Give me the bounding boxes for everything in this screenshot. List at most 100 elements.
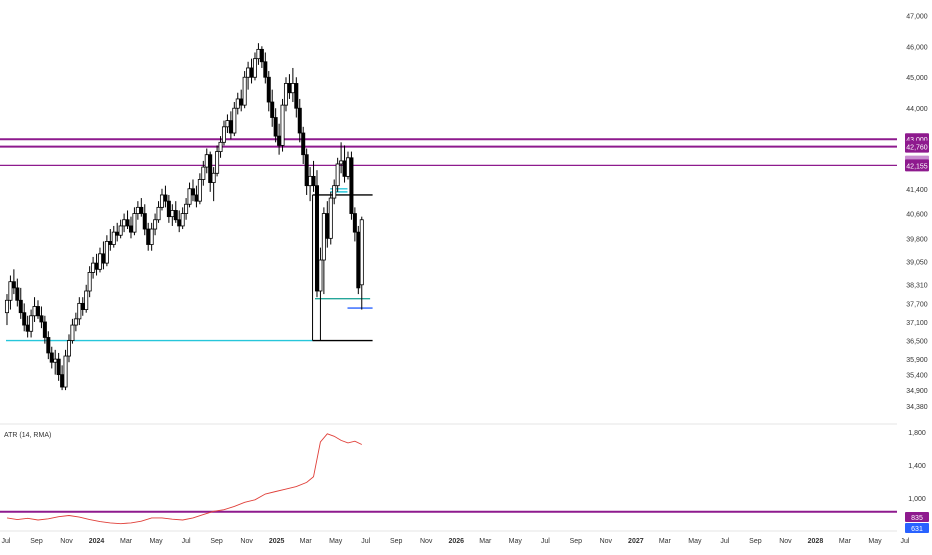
price-badge-label: 42,155 (906, 163, 928, 170)
time-tick-label: Sep (30, 538, 43, 545)
price-tick-label: 39,800 (906, 236, 928, 243)
candle-body (187, 188, 192, 205)
candle-body (184, 203, 189, 214)
price-tick-label: 35,400 (906, 373, 928, 380)
atr-badge-label: 835 (911, 515, 923, 522)
candle-body (91, 262, 96, 273)
candle-body (311, 175, 316, 187)
candle-body (63, 355, 68, 388)
time-tick-label: Mar (479, 538, 492, 545)
price-badge (905, 159, 929, 172)
candle-body (249, 67, 254, 78)
candle-body (84, 290, 89, 310)
price-tick-label: 46,000 (906, 44, 928, 51)
candle-body (11, 281, 16, 289)
time-tick-label: Mar (839, 538, 852, 545)
candle-body (321, 213, 326, 261)
candle-body (135, 206, 140, 214)
candle-body (101, 253, 106, 264)
atr-badge (905, 523, 929, 533)
time-tick-label: May (868, 538, 882, 545)
candle-body (270, 101, 275, 118)
price-tick-label: 47,000 (906, 13, 928, 20)
candle-body (232, 107, 237, 134)
candle-body (46, 337, 51, 354)
candle-body (104, 241, 109, 264)
candle-body (156, 206, 161, 221)
candle-body (283, 83, 288, 106)
candle-body (15, 287, 20, 301)
candle-body (166, 200, 171, 218)
candle-body (197, 179, 202, 202)
time-tick-label: May (329, 538, 343, 545)
candle-body (342, 160, 347, 177)
candle-body (208, 154, 213, 183)
candle-body (352, 213, 357, 233)
price-tick-label: 34,900 (906, 388, 928, 395)
price-tick-label: 38,310 (906, 282, 928, 289)
time-tick-label: Nov (60, 538, 73, 545)
price-tick-label: 41,400 (906, 187, 928, 194)
candle-body (242, 76, 247, 106)
candle-body (345, 157, 350, 177)
candle-body (235, 98, 240, 109)
candle-body (201, 166, 206, 180)
time-tick-label: May (688, 538, 702, 545)
candle-body (252, 58, 257, 78)
price-tick-label: 37,700 (906, 301, 928, 308)
candle-body (335, 163, 340, 187)
candle-body (132, 213, 137, 233)
atr-tick-label: 1,400 (908, 463, 926, 470)
time-tick-label: 2027 (628, 538, 644, 545)
candle-body (173, 210, 178, 221)
candle-body (142, 213, 147, 230)
candle-body (318, 259, 323, 292)
candle-body (266, 76, 271, 103)
price-tick-label: 45,000 (906, 75, 928, 82)
candle-body (314, 185, 319, 292)
time-tick-label: May (149, 538, 163, 545)
candle-body (301, 132, 306, 156)
price-pane (0, 43, 897, 391)
candle-body (125, 219, 130, 227)
candle-body (66, 340, 71, 357)
candle-body (221, 126, 226, 143)
candle-body (70, 324, 75, 341)
candle-body (139, 206, 144, 214)
candle-body (239, 98, 244, 106)
candle-body (304, 154, 309, 187)
candle-body (228, 120, 233, 134)
candle-body (80, 302, 85, 310)
price-tick-label: 34,380 (906, 404, 928, 411)
candle-body (170, 210, 175, 218)
price-tick-label: 40,600 (906, 212, 928, 219)
candle-body (87, 272, 92, 292)
time-tick-label: Jul (361, 538, 370, 545)
candle-body (349, 157, 354, 214)
candle-body (22, 312, 27, 326)
price-tick-label: 44,000 (906, 106, 928, 113)
candle-body (359, 219, 364, 286)
time-tick-label: Jul (2, 538, 11, 545)
candle-body (56, 358, 61, 376)
price-tick-label: 37,100 (906, 320, 928, 327)
time-tick-label: Sep (749, 538, 762, 545)
candle-body (297, 107, 302, 134)
candle-body (49, 352, 54, 363)
candle-body (53, 358, 58, 363)
time-tick-label: Mar (300, 538, 313, 545)
time-tick-label: 2025 (269, 538, 285, 545)
time-tick-label: Jul (541, 538, 550, 545)
time-tick-label: Jul (901, 538, 910, 545)
candle-body (273, 117, 278, 137)
atr-label: ATR (14, RMA) (4, 432, 51, 439)
time-tick-label: Sep (210, 538, 223, 545)
candle-body (35, 306, 40, 317)
time-tick-label: Nov (420, 538, 433, 545)
price-badge (905, 140, 929, 153)
price-tick-label: 35,900 (906, 357, 928, 364)
candle-body (159, 194, 164, 208)
time-tick-label: Jul (720, 538, 729, 545)
